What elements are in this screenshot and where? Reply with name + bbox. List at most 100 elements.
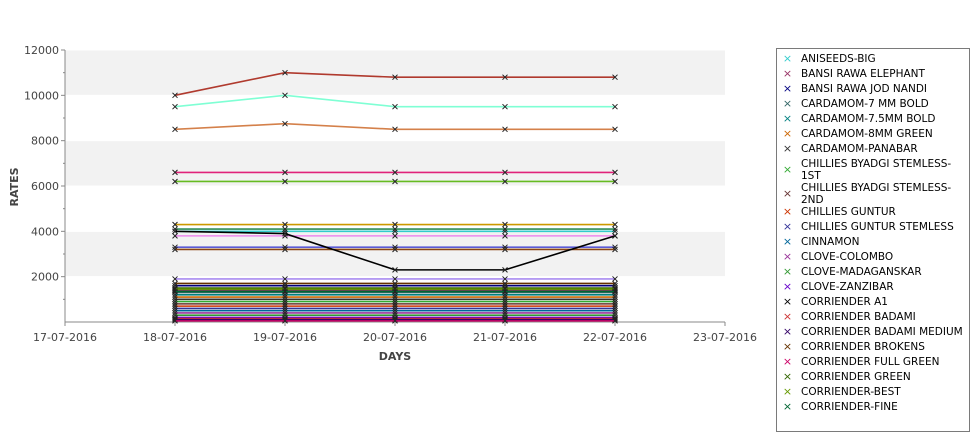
data-point-marker bbox=[502, 267, 508, 273]
legend-label: CARDAMOM-7 MM BOLD bbox=[801, 98, 929, 110]
data-point-marker bbox=[502, 276, 508, 282]
legend-item: × CORRIENDER A1 bbox=[777, 295, 969, 311]
y-tick-label: 12000 bbox=[24, 44, 59, 57]
legend-marker-icon: × bbox=[782, 250, 793, 263]
x-tick-label: 21-07-2016 bbox=[473, 331, 537, 344]
chart-legend: × ANISEEDS-BIG × BANSI RAWA ELEPHANT × BANSI … bbox=[776, 48, 970, 432]
legend-marker-icon: × bbox=[782, 112, 793, 125]
data-point-marker bbox=[282, 69, 288, 76]
data-point-marker bbox=[612, 221, 618, 228]
series bbox=[172, 280, 618, 287]
series bbox=[172, 169, 618, 176]
legend-item: × CHILLIES GUNTUR STEMLESS bbox=[777, 221, 969, 236]
data-point-marker bbox=[612, 233, 618, 239]
legend-marker-icon: × bbox=[782, 355, 793, 368]
legend-marker-icon: × bbox=[782, 400, 793, 413]
series-lines bbox=[172, 69, 618, 324]
data-point-marker bbox=[502, 74, 508, 81]
plot-band bbox=[65, 140, 725, 186]
data-point-marker bbox=[282, 120, 288, 127]
legend-label: CINNAMON bbox=[801, 236, 860, 248]
data-point-marker bbox=[392, 226, 398, 232]
legend-item: × CORRIENDER GREEN bbox=[777, 370, 969, 386]
legend-label: CORRIENDER FULL GREEN bbox=[801, 356, 940, 368]
legend-item: × CLOVE-COLOMBO bbox=[777, 250, 969, 266]
data-point-marker bbox=[502, 318, 508, 324]
legend-item: × CARDAMOM-PANABAR bbox=[777, 143, 969, 158]
legend-marker-icon: × bbox=[782, 310, 793, 323]
data-point-marker bbox=[282, 280, 288, 287]
series-line bbox=[174, 122, 615, 131]
x-tick-label: 19-07-2016 bbox=[253, 331, 317, 344]
legend-item: × CINNAMON bbox=[777, 235, 969, 251]
legend-marker-icon: × bbox=[782, 127, 793, 140]
x-tick-label: 20-07-2016 bbox=[363, 331, 427, 344]
data-point-marker bbox=[612, 226, 618, 232]
data-point-marker bbox=[502, 178, 508, 185]
legend-item: × CORRIENDER BADAMI MEDIUM bbox=[777, 326, 969, 341]
legend-item: × ANISEEDS-BIG bbox=[777, 52, 969, 68]
legend-label: CLOVE-MADAGANSKAR bbox=[801, 266, 922, 278]
data-point-marker bbox=[502, 169, 508, 176]
legend-item: × CARDAMOM-7.5MM BOLD bbox=[777, 112, 969, 128]
data-point-marker bbox=[612, 288, 618, 295]
legend-label: CHILLIES BYADGI STEMLESS-1ST bbox=[801, 158, 952, 182]
data-point-marker bbox=[392, 103, 398, 110]
legend-marker-icon: × bbox=[782, 340, 793, 353]
y-tick-label: 6000 bbox=[31, 180, 59, 193]
legend-marker-icon: × bbox=[782, 295, 793, 308]
series bbox=[172, 307, 618, 314]
data-point-marker bbox=[172, 221, 178, 228]
plot-band bbox=[65, 50, 725, 96]
legend-marker-icon: × bbox=[782, 52, 793, 65]
data-point-marker bbox=[172, 280, 178, 287]
series bbox=[172, 276, 618, 282]
legend-item: × CORRIENDER FULL GREEN bbox=[777, 355, 969, 371]
series bbox=[172, 301, 618, 307]
y-tick-label: 10000 bbox=[24, 89, 59, 102]
legend-item: × BANSI RAWA JOD NANDI bbox=[777, 82, 969, 98]
legend-marker-icon: × bbox=[782, 265, 793, 278]
data-point-marker bbox=[502, 226, 508, 232]
data-point-marker bbox=[502, 221, 508, 228]
series bbox=[172, 178, 618, 185]
legend-marker-icon: × bbox=[782, 82, 793, 95]
y-tick-label: 8000 bbox=[31, 135, 59, 148]
data-point-marker bbox=[172, 103, 178, 110]
series bbox=[172, 312, 618, 319]
series-line bbox=[174, 94, 615, 108]
legend-item: × CORRIENDER-FINE bbox=[777, 400, 969, 416]
legend-label: CORRIENDER GREEN bbox=[801, 371, 911, 383]
data-point-marker bbox=[172, 233, 178, 239]
data-point-marker bbox=[392, 246, 398, 253]
series bbox=[172, 120, 618, 133]
data-point-marker bbox=[502, 288, 508, 295]
legend-item: × CHILLIES GUNTUR bbox=[777, 206, 969, 221]
legend-item: × CLOVE-ZANZIBAR bbox=[777, 281, 969, 296]
legend-label: CORRIENDER BROKENS bbox=[801, 341, 925, 353]
x-tick-label: 17-07-2016 bbox=[33, 331, 97, 344]
data-point-marker bbox=[172, 246, 178, 253]
legend-label: CHILLIES BYADGI STEMLESS-2ND bbox=[801, 182, 952, 206]
legend-label: CORRIENDER A1 bbox=[801, 296, 888, 308]
data-point-marker bbox=[172, 276, 178, 282]
data-point-marker bbox=[282, 246, 288, 253]
data-point-marker bbox=[282, 221, 288, 228]
legend-label: CHILLIES GUNTUR bbox=[801, 206, 896, 218]
data-point-marker bbox=[172, 288, 178, 295]
series bbox=[172, 246, 618, 253]
series bbox=[172, 228, 618, 273]
data-point-marker bbox=[612, 74, 618, 81]
data-point-marker bbox=[282, 178, 288, 185]
legend-marker-icon: × bbox=[782, 163, 793, 176]
legend-label: CARDAMOM-7.5MM BOLD bbox=[801, 113, 936, 125]
series bbox=[172, 318, 618, 324]
data-point-marker bbox=[282, 92, 288, 99]
data-point-marker bbox=[282, 276, 288, 282]
legend-marker-icon: × bbox=[782, 370, 793, 383]
legend-label: CORRIENDER BADAMI MEDIUM bbox=[801, 326, 963, 338]
legend-item: × CHILLIES BYADGI STEMLESS-1ST bbox=[777, 158, 969, 182]
legend-marker-icon: × bbox=[782, 235, 793, 248]
y-axis-ticks: 2000 4000 6000 8000 10000 12000 bbox=[24, 44, 65, 300]
legend-item: × BANSI RAWA ELEPHANT bbox=[777, 68, 969, 83]
